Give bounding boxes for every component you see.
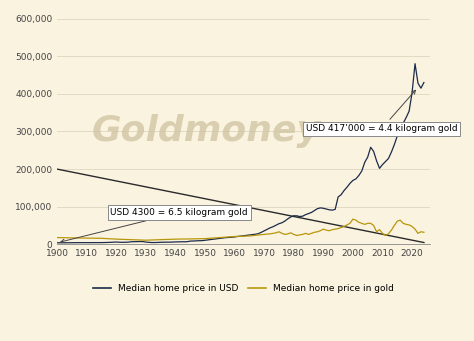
Legend: Median home price in USD, Median home price in gold: Median home price in USD, Median home pr… xyxy=(90,280,398,296)
Text: USD 4300 = 6.5 kilogram gold: USD 4300 = 6.5 kilogram gold xyxy=(61,208,248,243)
Text: USD 417’000 = 4.4 kilogram gold: USD 417’000 = 4.4 kilogram gold xyxy=(306,90,457,133)
Text: Goldmoney: Goldmoney xyxy=(91,115,321,148)
